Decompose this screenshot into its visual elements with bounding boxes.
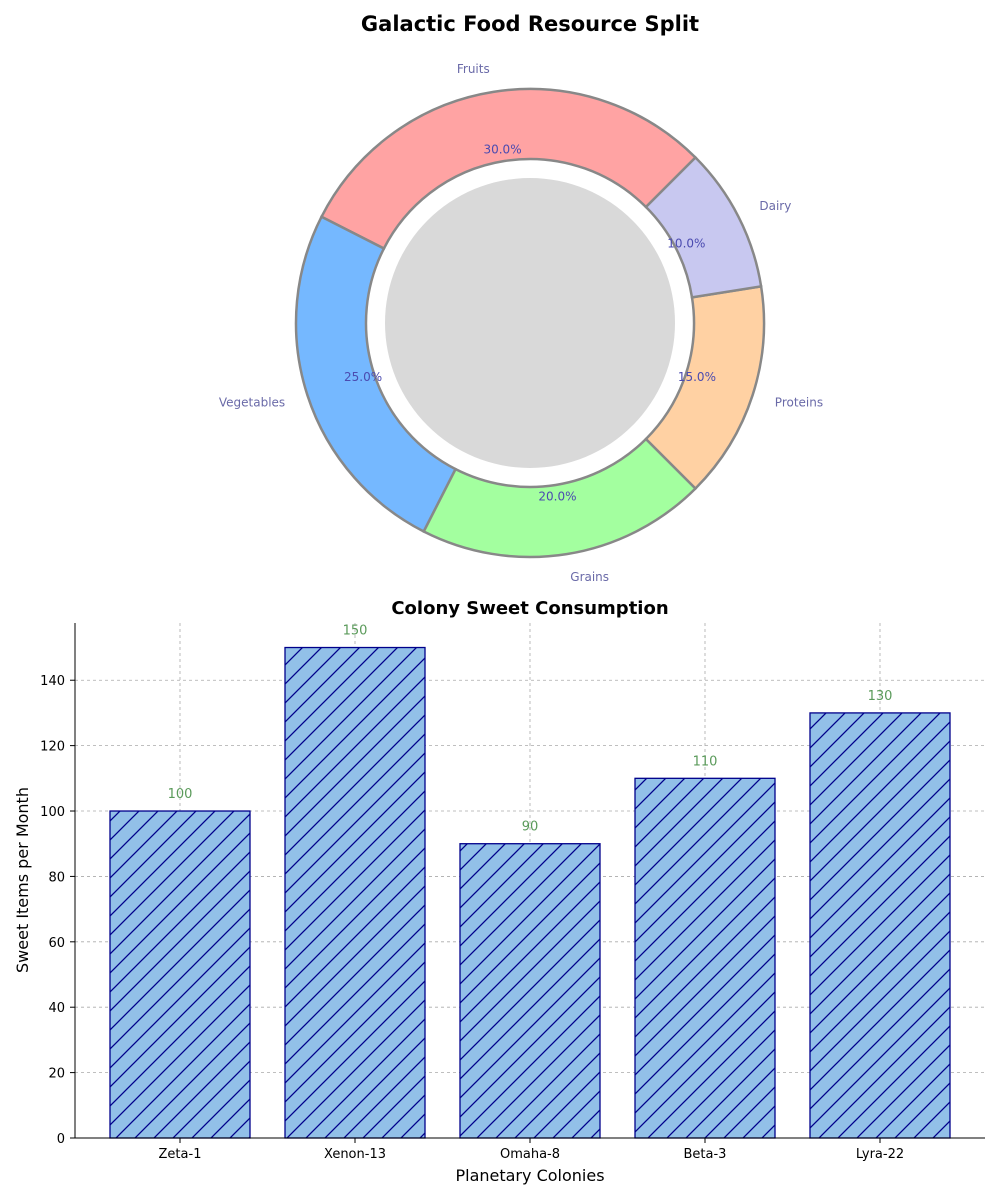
slice-label-fruits: Fruits: [457, 62, 490, 76]
x-tick-label-xenon-13: Xenon-13: [324, 1147, 386, 1162]
donut-chart: Galactic Food Resource Split Fruits 30.0%…: [219, 12, 823, 584]
slice-percent-vegetables: 25.0%: [344, 370, 382, 384]
slice-label-dairy: Dairy: [759, 199, 791, 213]
bar-omaha-8: [459, 843, 601, 1139]
x-tick-label-zeta-1: Zeta-1: [159, 1147, 202, 1162]
slice-label-vegetables: Vegetables: [219, 396, 285, 410]
bar-value-lyra-22: 130: [868, 689, 893, 704]
bar-value-beta-3: 110: [693, 754, 718, 769]
slice-percent-dairy: 10.0%: [667, 236, 705, 250]
y-tick-label: 40: [48, 1001, 65, 1016]
x-tick-label-beta-3: Beta-3: [684, 1147, 727, 1162]
y-tick-label: 140: [40, 674, 65, 689]
slice-dairy: [644, 155, 763, 299]
y-tick-label: 20: [48, 1067, 65, 1082]
bar-lyra-22: [809, 712, 951, 1139]
y-tick-label: 120: [40, 740, 65, 755]
y-tick-label: 60: [48, 936, 65, 951]
slice-label-grains: Grains: [570, 570, 609, 584]
bar-value-labels: 100 150 90 110 130: [168, 624, 893, 835]
y-tick-label: 80: [48, 870, 65, 885]
bar-value-zeta-1: 100: [168, 787, 193, 802]
bar-beta-3: [634, 777, 776, 1139]
bar-ticks: 0 20 40 60 80 100 120 140 Zeta-1 Xenon-13 Omaha-8 B…: [40, 674, 904, 1162]
bar-value-xenon-13: 150: [343, 624, 368, 639]
y-tick-label: 100: [40, 805, 65, 820]
bar-value-omaha-8: 90: [522, 820, 539, 835]
bar-series: [109, 646, 951, 1139]
bar-chart-title: Colony Sweet Consumption: [391, 598, 668, 619]
bar-chart: Colony Sweet Consumption 0 20 40 60 80 100 120…: [13, 598, 985, 1185]
y-axis-label: Sweet Items per Month: [13, 787, 32, 973]
bar-zeta-1: [109, 810, 251, 1139]
slice-percent-grains: 20.0%: [538, 489, 576, 503]
x-axis-label: Planetary Colonies: [455, 1166, 604, 1185]
donut-slices: [294, 87, 766, 559]
x-tick-label-lyra-22: Lyra-22: [856, 1147, 904, 1162]
slice-percent-fruits: 30.0%: [483, 143, 521, 157]
slice-label-proteins: Proteins: [775, 396, 823, 410]
donut-center: [385, 178, 675, 468]
slice-fruits: [319, 87, 698, 251]
x-tick-label-omaha-8: Omaha-8: [500, 1147, 560, 1162]
bar-xenon-13: [284, 646, 426, 1139]
slice-percent-proteins: 15.0%: [678, 370, 716, 384]
y-tick-label: 0: [57, 1132, 65, 1147]
donut-chart-title: Galactic Food Resource Split: [361, 12, 699, 36]
donut-labels: Fruits 30.0% Vegetables 25.0% Grains 20.0% Pro…: [219, 62, 823, 584]
